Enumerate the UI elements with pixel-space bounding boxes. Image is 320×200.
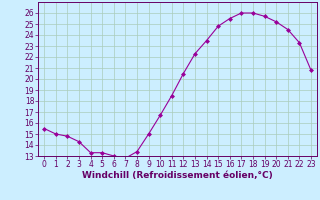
X-axis label: Windchill (Refroidissement éolien,°C): Windchill (Refroidissement éolien,°C) [82, 171, 273, 180]
